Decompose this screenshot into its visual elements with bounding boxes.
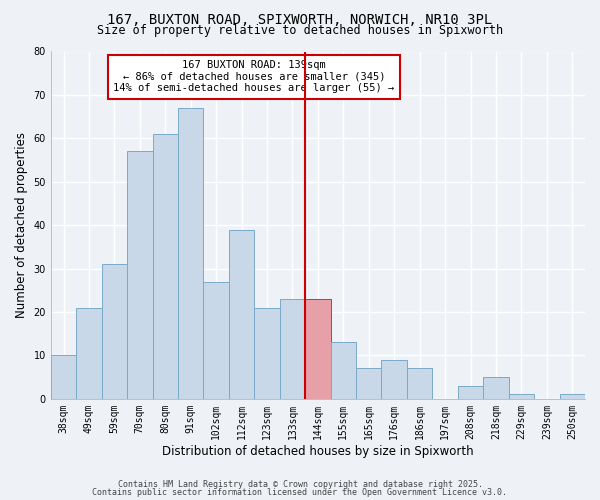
Text: 167 BUXTON ROAD: 139sqm
← 86% of detached houses are smaller (345)
14% of semi-d: 167 BUXTON ROAD: 139sqm ← 86% of detache… (113, 60, 394, 94)
Bar (280, 299, 305, 399)
Bar (331, 342, 356, 399)
Text: Contains public sector information licensed under the Open Government Licence v3: Contains public sector information licen… (92, 488, 508, 497)
Bar (458, 386, 483, 399)
Bar (382, 360, 407, 399)
Bar (356, 368, 382, 399)
Bar (483, 377, 509, 399)
Bar (305, 299, 331, 399)
Text: Size of property relative to detached houses in Spixworth: Size of property relative to detached ho… (97, 24, 503, 37)
Bar (229, 230, 254, 399)
Bar (560, 394, 585, 399)
Text: 167, BUXTON ROAD, SPIXWORTH, NORWICH, NR10 3PL: 167, BUXTON ROAD, SPIXWORTH, NORWICH, NR… (107, 12, 493, 26)
Bar (152, 134, 178, 399)
Bar (203, 282, 229, 399)
Bar (76, 308, 101, 399)
Bar (51, 356, 76, 399)
Bar (178, 108, 203, 399)
Bar (101, 264, 127, 399)
X-axis label: Distribution of detached houses by size in Spixworth: Distribution of detached houses by size … (162, 444, 474, 458)
Text: Contains HM Land Registry data © Crown copyright and database right 2025.: Contains HM Land Registry data © Crown c… (118, 480, 482, 489)
Bar (254, 308, 280, 399)
Bar (509, 394, 534, 399)
Y-axis label: Number of detached properties: Number of detached properties (15, 132, 28, 318)
Bar (127, 152, 152, 399)
Bar (407, 368, 433, 399)
